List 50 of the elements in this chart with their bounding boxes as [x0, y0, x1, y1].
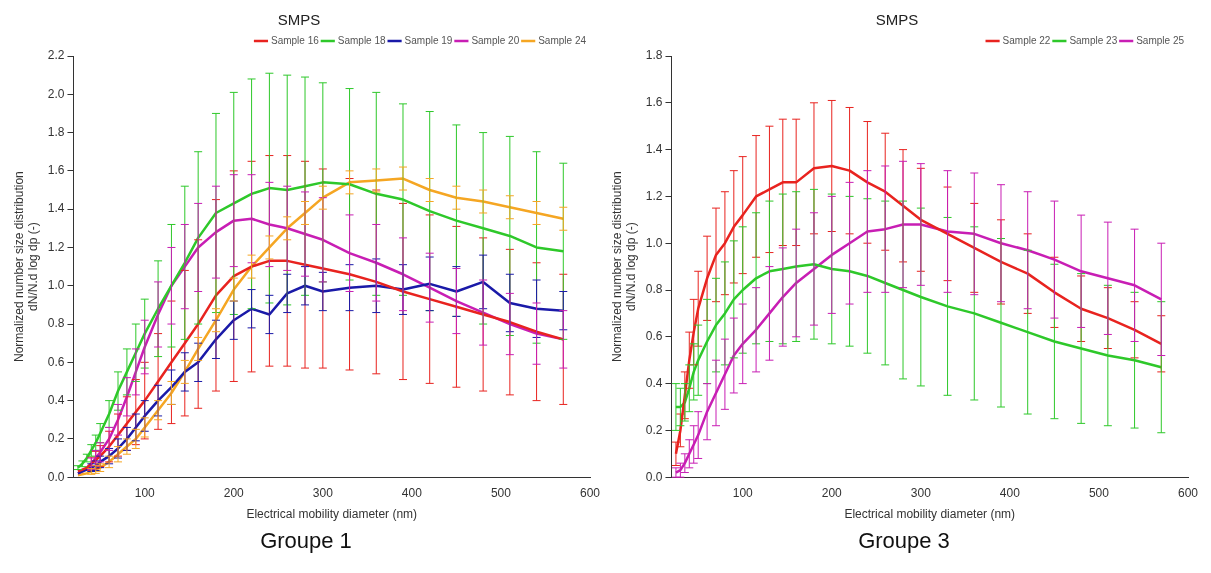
y-tick-label: 0.8 [645, 282, 663, 297]
x-tick-label: 600 [579, 485, 601, 500]
text: Groupe 1 [259, 528, 353, 554]
x-tick-label: 300 [312, 485, 334, 500]
legend-label: Sample 16 [270, 34, 320, 46]
y-tick-label: 1.0 [47, 278, 65, 293]
y-axis-title: Normalized number size distribution dN/N.d log dp (-) [609, 171, 638, 362]
legend-label: Sample 25 [1136, 34, 1185, 46]
legend-label: Sample 19 [404, 34, 453, 46]
y-tick-label: 0.0 [47, 469, 65, 484]
x-tick-label: 600 [1177, 485, 1199, 500]
legend-label: Sample 20 [471, 34, 520, 46]
x-axis-title: Electrical mobility diameter (nm) [246, 507, 418, 522]
legend-label: Sample 24 [538, 34, 587, 46]
y-tick-label: 1.8 [645, 48, 663, 63]
x-axis-title: Electrical mobility diameter (nm) [844, 507, 1016, 522]
legend-label: Sample 18 [337, 34, 387, 46]
y-tick-label: 0.2 [47, 431, 65, 446]
x-tick-label: 500 [490, 485, 512, 500]
y-tick-label: 0.4 [645, 375, 663, 390]
y-tick-label: 0.8 [47, 316, 65, 331]
legend-label: Sample 23 [1069, 34, 1118, 46]
y-tick-label: 1.6 [645, 95, 663, 110]
y-axis-title: Normalized number size distribution dN/N.d log dp (-) [11, 171, 40, 362]
x-tick-label: 400 [401, 485, 423, 500]
y-tick-label: 2.0 [47, 86, 65, 101]
x-tick-label: 500 [1088, 485, 1110, 500]
chart-title: SMPS [277, 11, 321, 29]
y-tick-label: 2.2 [47, 48, 65, 63]
y-tick-label: 1.2 [47, 239, 65, 254]
y-tick-label: 0.2 [645, 422, 663, 437]
y-tick-label: 1.4 [645, 141, 663, 156]
text: Groupe 3 [857, 528, 951, 554]
y-tick-label: 1.0 [645, 235, 663, 250]
chart-title: SMPS [875, 11, 919, 29]
y-tick-label: 1.2 [645, 188, 663, 203]
legend-label: Sample 22 [1002, 34, 1051, 46]
x-tick-label: 100 [134, 485, 156, 500]
x-tick-label: 100 [732, 485, 754, 500]
y-tick-label: 1.8 [47, 124, 65, 139]
y-tick-label: 0.6 [645, 329, 663, 344]
x-tick-label: 200 [223, 485, 245, 500]
y-tick-label: 0.4 [47, 392, 65, 407]
y-tick-label: 0.6 [47, 354, 65, 369]
y-tick-label: 1.4 [47, 201, 65, 216]
y-tick-label: 0.0 [645, 469, 663, 484]
x-tick-label: 200 [821, 485, 843, 500]
x-tick-label: 400 [999, 485, 1021, 500]
x-tick-label: 300 [910, 485, 932, 500]
y-tick-label: 1.6 [47, 163, 65, 178]
